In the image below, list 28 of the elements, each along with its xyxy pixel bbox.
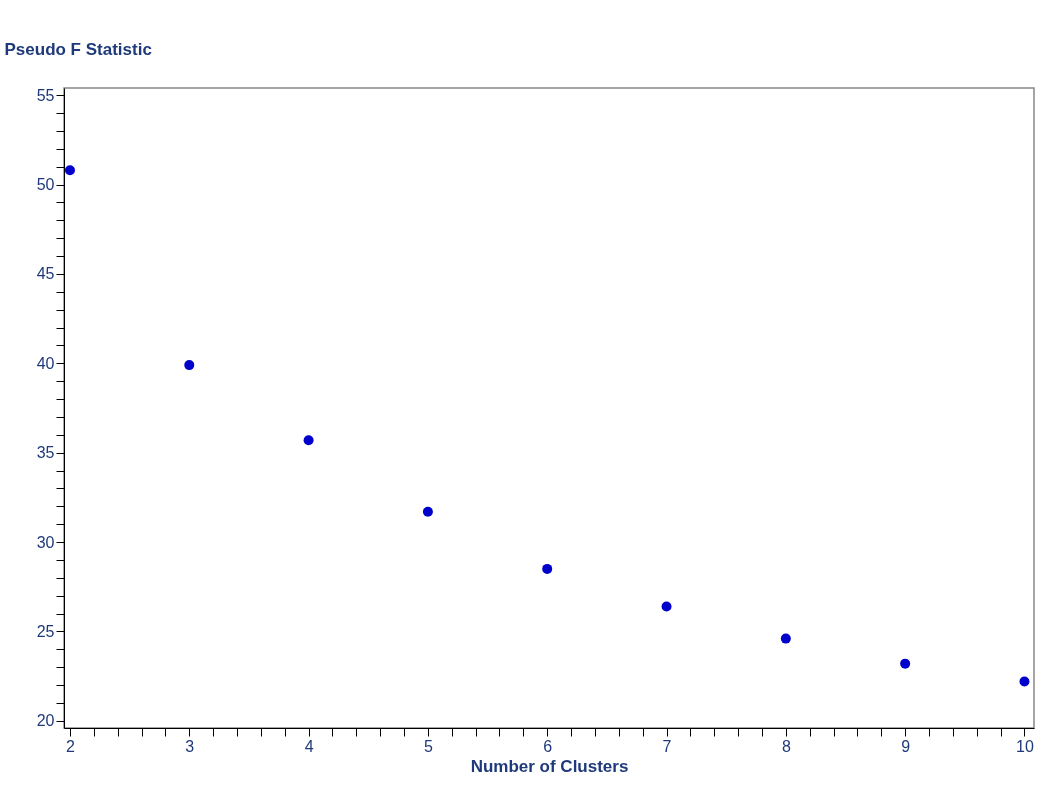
y-tick-label: 25 [36,622,55,640]
x-tick-label: 6 [543,737,553,755]
x-tick-label: 8 [781,737,791,755]
x-tick-label: 10 [1016,737,1034,755]
y-tick-label: 20 [36,712,55,730]
x-tick-label: 9 [901,737,911,755]
x-tick-label: 2 [66,737,76,755]
point [1019,676,1030,687]
y-tick-label: 50 [36,176,55,194]
y-tick-label: 40 [36,354,55,372]
y-tick-label: 45 [36,265,55,283]
point [542,563,553,574]
point [64,165,75,176]
x-tick-label: 7 [662,737,672,755]
x-tick-label: 5 [423,737,433,755]
y-axis-title: Pseudo F Statistic [4,39,152,59]
point [780,633,791,644]
x-axis-title: Number of Clusters [470,756,629,776]
point [184,360,195,371]
y-tick-label: 55 [36,86,55,104]
point [422,506,433,517]
x-tick-label: 4 [304,737,314,755]
point [303,435,314,446]
y-tick-label: 35 [36,444,55,462]
point [900,658,911,669]
y-tick-label: 30 [36,533,55,551]
x-tick-label: 3 [185,737,195,755]
point [661,601,672,612]
